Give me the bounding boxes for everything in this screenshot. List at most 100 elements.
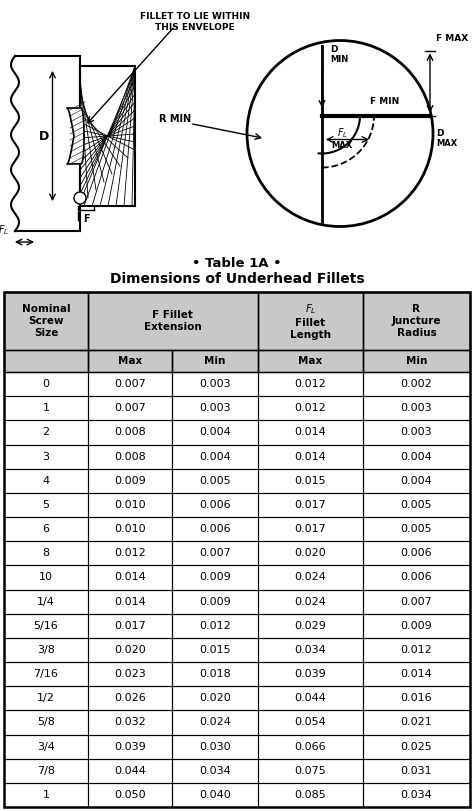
Bar — [258, 372, 363, 396]
Text: F MIN: F MIN — [370, 97, 399, 106]
Bar — [88, 350, 172, 372]
Text: 0.014: 0.014 — [401, 669, 432, 679]
Text: 0.044: 0.044 — [114, 766, 146, 776]
Text: 0.006: 0.006 — [401, 548, 432, 558]
Bar — [88, 783, 172, 807]
Text: 3/8: 3/8 — [37, 645, 55, 655]
Text: 0.003: 0.003 — [199, 379, 231, 389]
Bar — [363, 662, 470, 686]
Text: 0.024: 0.024 — [294, 597, 326, 607]
Bar — [363, 565, 470, 590]
Text: 0.007: 0.007 — [114, 379, 146, 389]
Text: MIN: MIN — [330, 55, 348, 65]
Text: 0.009: 0.009 — [401, 620, 432, 631]
Text: 0.026: 0.026 — [114, 693, 146, 703]
Text: 0.024: 0.024 — [294, 573, 326, 582]
Bar — [80, 66, 135, 206]
Bar — [258, 541, 363, 565]
Bar — [88, 565, 172, 590]
Text: 0.075: 0.075 — [294, 766, 326, 776]
Bar — [258, 350, 363, 372]
Text: D: D — [39, 130, 50, 143]
Text: 5/16: 5/16 — [34, 620, 58, 631]
Bar — [172, 686, 258, 710]
Text: 0.012: 0.012 — [401, 645, 432, 655]
Text: 0.005: 0.005 — [401, 524, 432, 534]
Bar — [363, 758, 470, 783]
Text: 0.050: 0.050 — [114, 790, 146, 800]
Text: F Fillet
Extension: F Fillet Extension — [144, 310, 202, 333]
Bar — [258, 469, 363, 493]
Text: 0.004: 0.004 — [199, 452, 231, 461]
Bar — [172, 469, 258, 493]
Bar — [4, 420, 88, 444]
Text: 6: 6 — [43, 524, 49, 534]
Text: 0.008: 0.008 — [114, 452, 146, 461]
Text: 0.015: 0.015 — [294, 476, 326, 486]
Bar — [258, 735, 363, 758]
Text: F MAX: F MAX — [436, 34, 468, 43]
Text: 0.034: 0.034 — [401, 790, 432, 800]
Text: 0.039: 0.039 — [294, 669, 326, 679]
Bar — [4, 710, 88, 735]
Bar — [258, 637, 363, 662]
Text: 0.025: 0.025 — [401, 741, 432, 752]
Bar — [363, 420, 470, 444]
Text: 0.007: 0.007 — [114, 403, 146, 414]
Bar — [4, 372, 88, 396]
Bar — [88, 444, 172, 469]
Text: $F_L$: $F_L$ — [337, 127, 347, 140]
Text: 10: 10 — [39, 573, 53, 582]
Text: Max: Max — [298, 356, 322, 366]
Bar — [88, 517, 172, 541]
Bar — [172, 710, 258, 735]
Text: 0.010: 0.010 — [114, 524, 146, 534]
Bar — [88, 686, 172, 710]
Text: 3: 3 — [43, 452, 49, 461]
Text: 1: 1 — [43, 403, 49, 414]
Text: 0.007: 0.007 — [401, 597, 432, 607]
Text: 0.017: 0.017 — [294, 500, 326, 510]
Text: 0.012: 0.012 — [294, 403, 326, 414]
Text: 0.029: 0.029 — [294, 620, 326, 631]
Bar — [172, 565, 258, 590]
Bar — [258, 396, 363, 420]
Bar — [88, 493, 172, 517]
Text: 0.015: 0.015 — [199, 645, 231, 655]
Text: 3/4: 3/4 — [37, 741, 55, 752]
Bar — [172, 396, 258, 420]
Bar — [258, 783, 363, 807]
Bar — [363, 372, 470, 396]
Bar — [4, 637, 88, 662]
Bar — [172, 372, 258, 396]
Text: 0.005: 0.005 — [401, 500, 432, 510]
Text: 0.030: 0.030 — [199, 741, 231, 752]
Text: 0.020: 0.020 — [294, 548, 326, 558]
Bar — [4, 565, 88, 590]
Text: R
Juncture
Radius: R Juncture Radius — [392, 303, 441, 338]
Bar — [4, 590, 88, 614]
Text: 5: 5 — [43, 500, 49, 510]
Bar — [4, 783, 88, 807]
Text: MAX: MAX — [331, 141, 353, 150]
Text: 0.034: 0.034 — [294, 645, 326, 655]
Text: 0.017: 0.017 — [114, 620, 146, 631]
Bar — [258, 444, 363, 469]
Text: 0.009: 0.009 — [114, 476, 146, 486]
Text: 4: 4 — [42, 476, 49, 486]
Bar — [4, 396, 88, 420]
Bar — [363, 735, 470, 758]
Text: $F_L$
Fillet
Length: $F_L$ Fillet Length — [290, 302, 331, 341]
Text: FILLET TO LIE WITHIN: FILLET TO LIE WITHIN — [140, 12, 250, 21]
Bar — [4, 292, 88, 350]
Text: 0.014: 0.014 — [114, 597, 146, 607]
Bar — [88, 710, 172, 735]
Bar — [4, 469, 88, 493]
Text: 1/4: 1/4 — [37, 597, 55, 607]
Bar — [258, 590, 363, 614]
Text: 0.009: 0.009 — [199, 597, 231, 607]
Bar — [172, 614, 258, 637]
Text: 8: 8 — [42, 548, 49, 558]
Text: F: F — [82, 214, 89, 224]
Bar — [363, 350, 470, 372]
